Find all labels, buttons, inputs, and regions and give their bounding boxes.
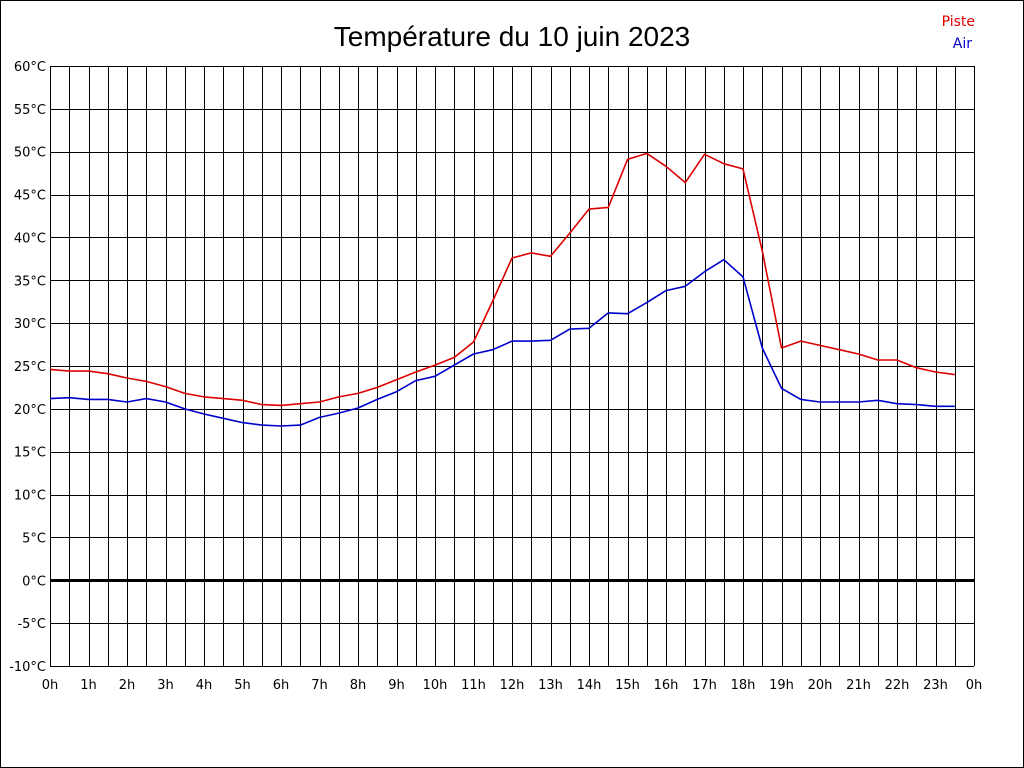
x-tick-label: 2h (119, 678, 136, 693)
legend: Piste Air (942, 14, 975, 52)
x-tick-label: 0h (42, 678, 59, 693)
x-tick-label: 1h (80, 678, 97, 693)
chart-title: Température du 10 juin 2023 (334, 21, 690, 52)
series-layer (49, 152, 955, 427)
y-tick-label: 50°C (14, 146, 46, 161)
x-tick-label: 17h (692, 678, 717, 693)
x-tick-label: 3h (157, 678, 174, 693)
y-tick-label: 20°C (14, 403, 46, 418)
x-tick-label: 23h (923, 678, 948, 693)
x-tick-label: 13h (538, 678, 563, 693)
y-tick-label: 60°C (14, 60, 46, 75)
x-tick-label: 18h (731, 678, 756, 693)
y-tick-label: 55°C (14, 103, 46, 118)
y-tick-label: 0°C (22, 574, 46, 589)
x-tick-label: 10h (423, 678, 448, 693)
x-tick-label: 20h (808, 678, 833, 693)
x-tick-label: 14h (577, 678, 602, 693)
y-tick-label: 45°C (14, 189, 46, 204)
y-tick-label: 30°C (14, 317, 46, 332)
x-tick-label: 11h (461, 678, 486, 693)
x-tick-label: 19h (769, 678, 794, 693)
x-tick-label: 16h (654, 678, 679, 693)
legend-piste: Piste (942, 14, 975, 30)
x-axis-ticks: 0h 1h 2h 3h 4h 5h 6h 7h 8h 9h 10h 11h 12h 13h 14h 15h 16… (42, 678, 983, 693)
x-tick-label: 15h (615, 678, 640, 693)
legend-air: Air (953, 36, 972, 52)
y-tick-label: 15°C (14, 446, 46, 461)
y-tick-label: 40°C (14, 231, 46, 246)
x-tick-label: 6h (273, 678, 290, 693)
grid (50, 66, 975, 667)
series-line-air (49, 258, 955, 427)
x-tick-label: 8h (350, 678, 367, 693)
y-tick-label: 10°C (14, 489, 46, 504)
x-tick-label: 9h (388, 678, 405, 693)
x-tick-label: 22h (885, 678, 910, 693)
x-tick-label: 0h (966, 678, 983, 693)
x-tick-label: 12h (500, 678, 525, 693)
x-tick-label: 5h (234, 678, 251, 693)
x-tick-label: 21h (846, 678, 871, 693)
y-tick-label: -10°C (9, 660, 46, 675)
y-axis-ticks: 60°C 55°C 50°C 45°C 40°C 35°C 30°C 25°C 20°C 15°C… (9, 60, 46, 675)
x-tick-label: 7h (311, 678, 328, 693)
y-tick-label: 35°C (14, 274, 46, 289)
y-tick-label: -5°C (17, 617, 46, 632)
series-line-piste (49, 152, 955, 407)
y-tick-label: 5°C (22, 531, 46, 546)
x-tick-label: 4h (196, 678, 213, 693)
y-tick-label: 25°C (14, 360, 46, 375)
